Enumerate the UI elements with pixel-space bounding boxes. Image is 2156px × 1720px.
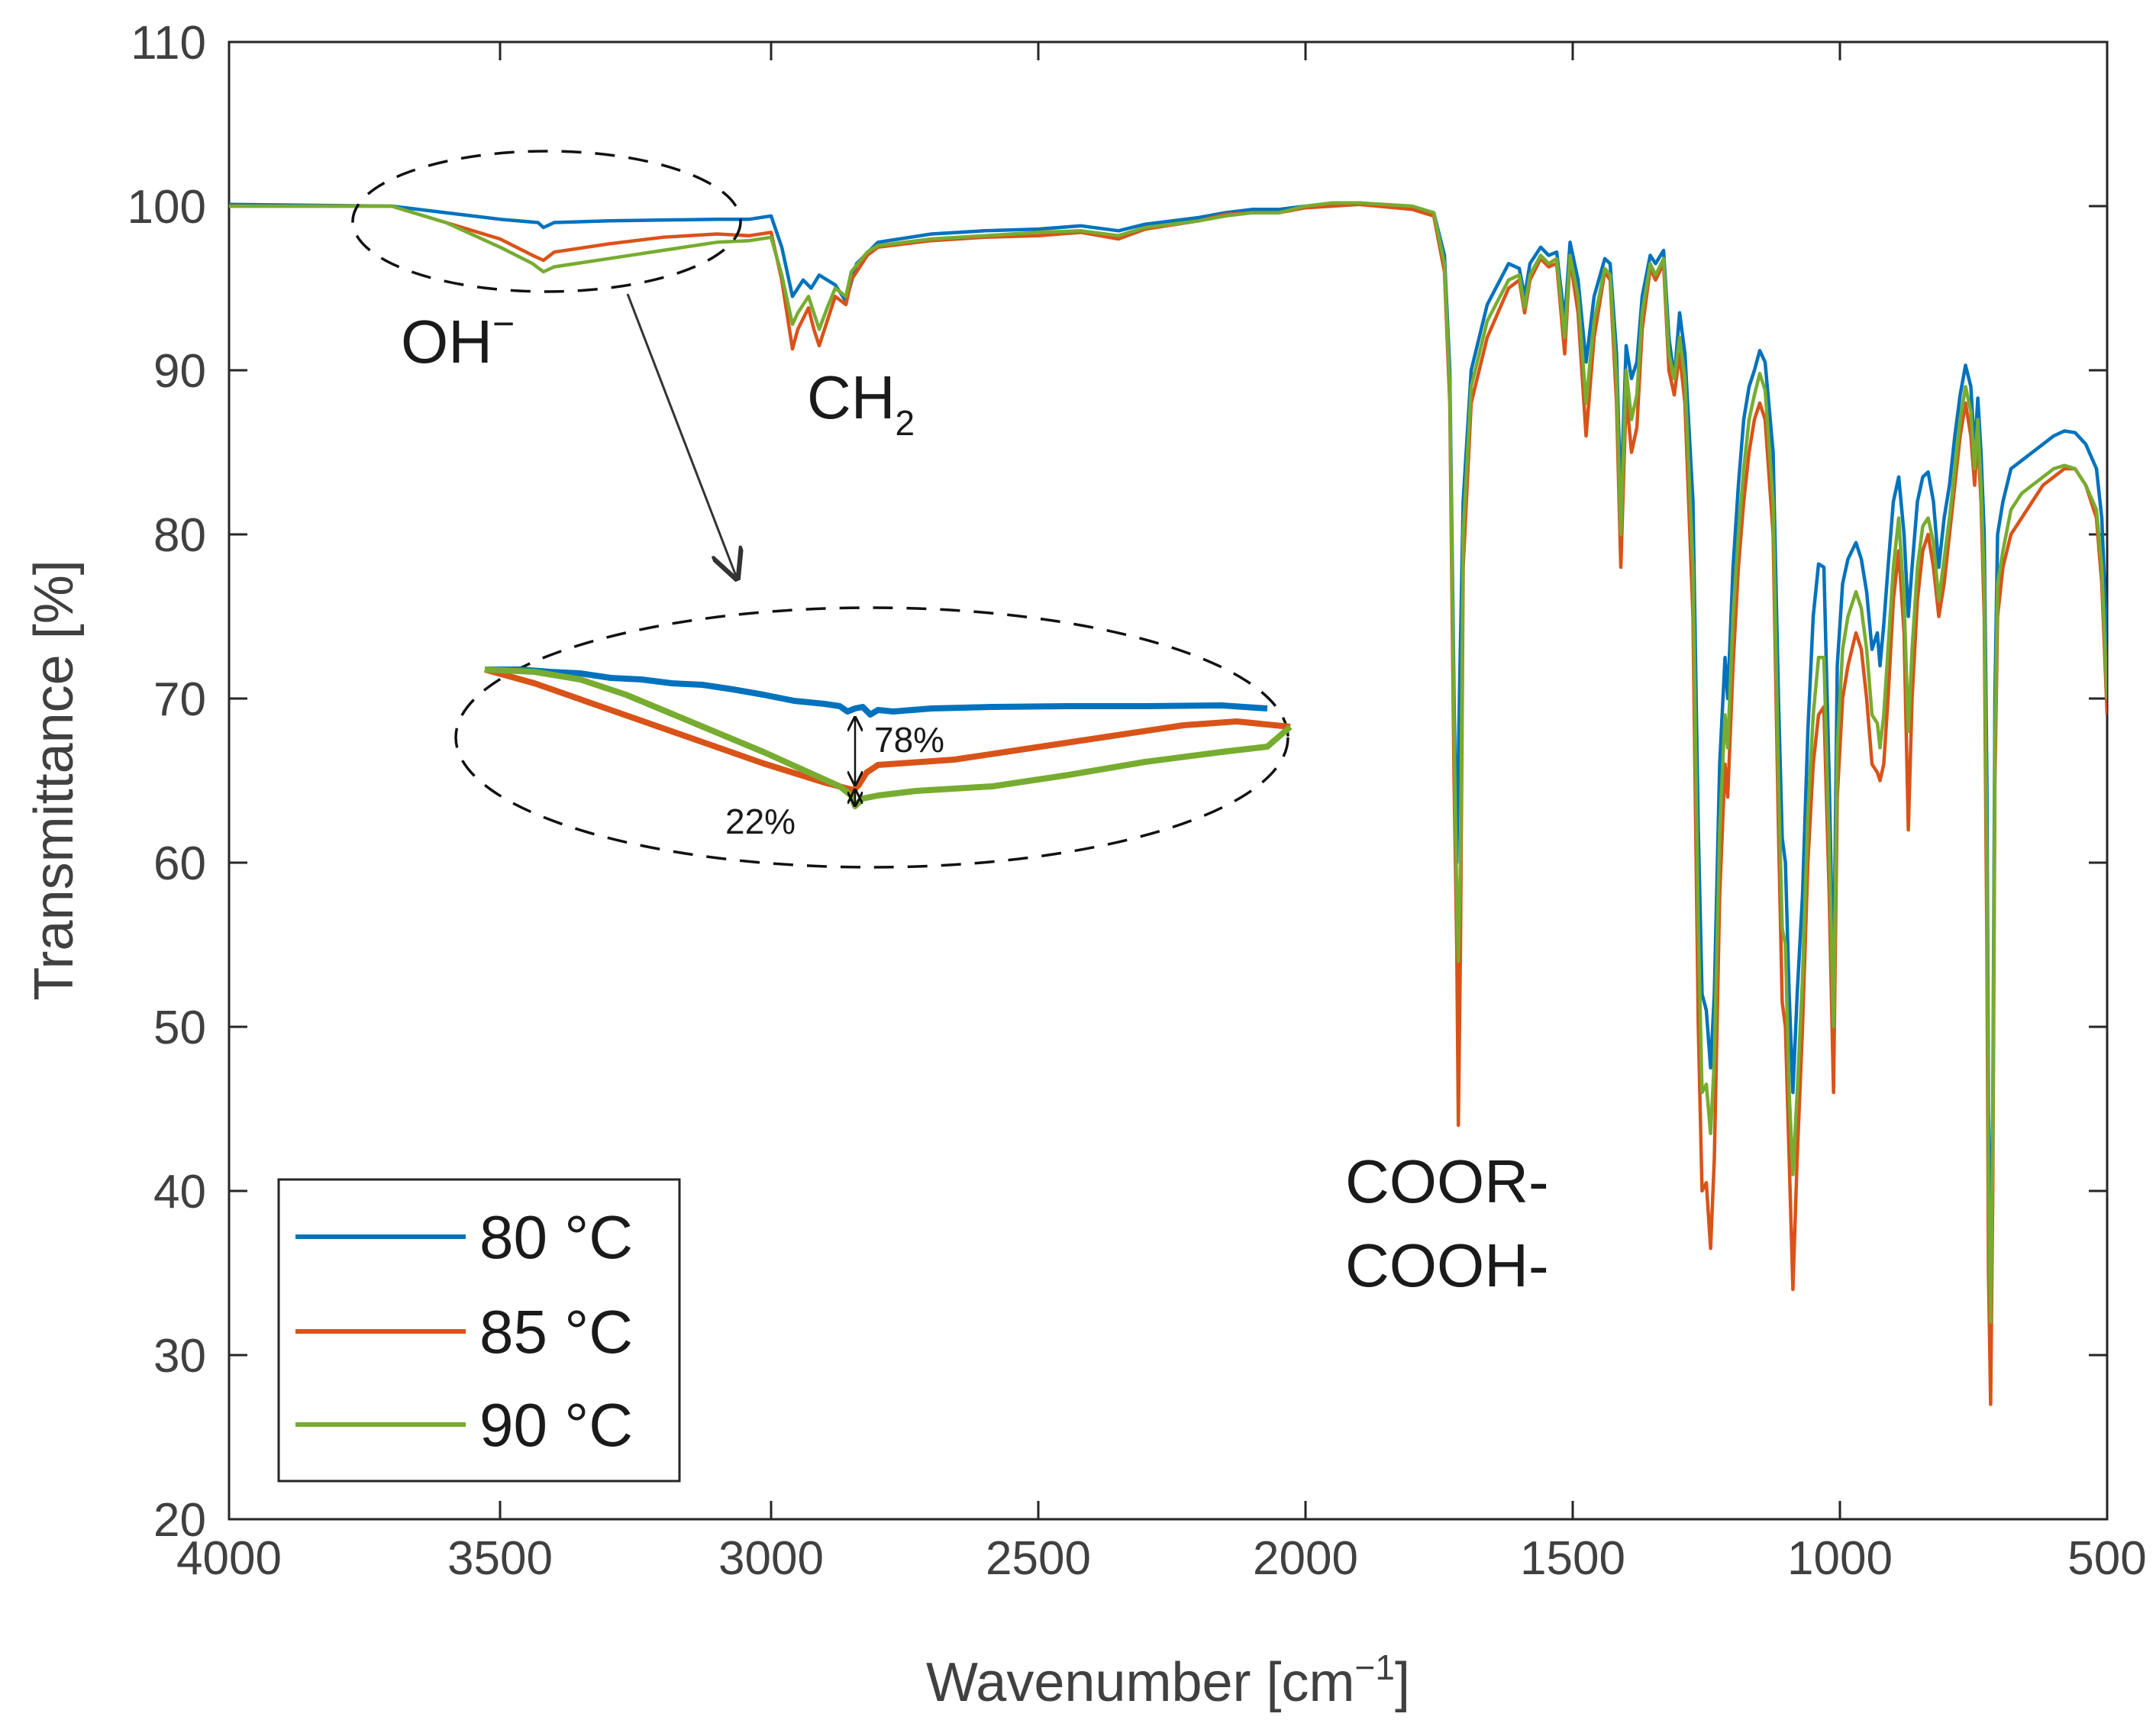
- inset-label-22: 22%: [725, 802, 796, 841]
- series-line-90c: [229, 201, 2107, 1325]
- y-tick-label: 90: [153, 345, 206, 398]
- y-tick-label: 40: [153, 1166, 206, 1218]
- x-tick-label: 500: [2067, 1532, 2146, 1585]
- inset-ellipse: [454, 606, 1289, 869]
- x-tick-label: 1000: [1787, 1532, 1893, 1585]
- y-tick-label: 50: [153, 1002, 206, 1054]
- ch2-annotation: CH2: [807, 363, 915, 443]
- x-tick-label: 4000: [176, 1532, 282, 1585]
- legend-label-90: 90 °C: [479, 1391, 633, 1459]
- y-tick-label: 20: [153, 1494, 206, 1547]
- legend-label-80: 80 °C: [479, 1203, 633, 1271]
- inset-line-80: [485, 666, 1268, 718]
- inset-zoom: 78% 22%: [454, 606, 1293, 869]
- y-tick-label: 60: [153, 837, 206, 890]
- oh-annotation: OH−: [401, 302, 515, 376]
- inset-arrow: [626, 293, 737, 578]
- x-tick-label: 2000: [1253, 1532, 1358, 1585]
- oh-region-ellipse: [351, 150, 742, 293]
- legend-label-85: 85 °C: [479, 1298, 633, 1366]
- legend: 80 °C 85 °C 90 °C: [277, 1178, 681, 1483]
- inset-line-85: [483, 666, 1291, 793]
- coor-annotation: COOR-: [1345, 1147, 1549, 1215]
- y-tick-label: 70: [153, 673, 206, 726]
- x-tick-label: 3000: [718, 1532, 824, 1585]
- y-axis-label: Transmittance [%]: [24, 560, 85, 1001]
- cooh-annotation: COOH-: [1345, 1231, 1549, 1299]
- series-line-80c: [229, 201, 2107, 1292]
- y-tick-label: 30: [153, 1330, 206, 1383]
- y-tick-label: 80: [153, 509, 206, 562]
- y-tick-label: 100: [127, 181, 206, 234]
- inset-label-78: 78%: [874, 720, 944, 760]
- x-tick-label: 2500: [986, 1532, 1091, 1585]
- series-layer: [229, 201, 2107, 1406]
- x-tick-label: 3500: [447, 1532, 553, 1585]
- x-axis-label: Wavenumber [cm−1]: [926, 1647, 1410, 1713]
- x-tick-label: 1500: [1520, 1532, 1625, 1585]
- series-line-85c: [229, 202, 2107, 1406]
- axis-ticks: 4000 3500 3000 2500 2000 1500 1000 500 20 30 40 50 6…: [127, 17, 2147, 1585]
- y-tick-label: 110: [131, 17, 206, 69]
